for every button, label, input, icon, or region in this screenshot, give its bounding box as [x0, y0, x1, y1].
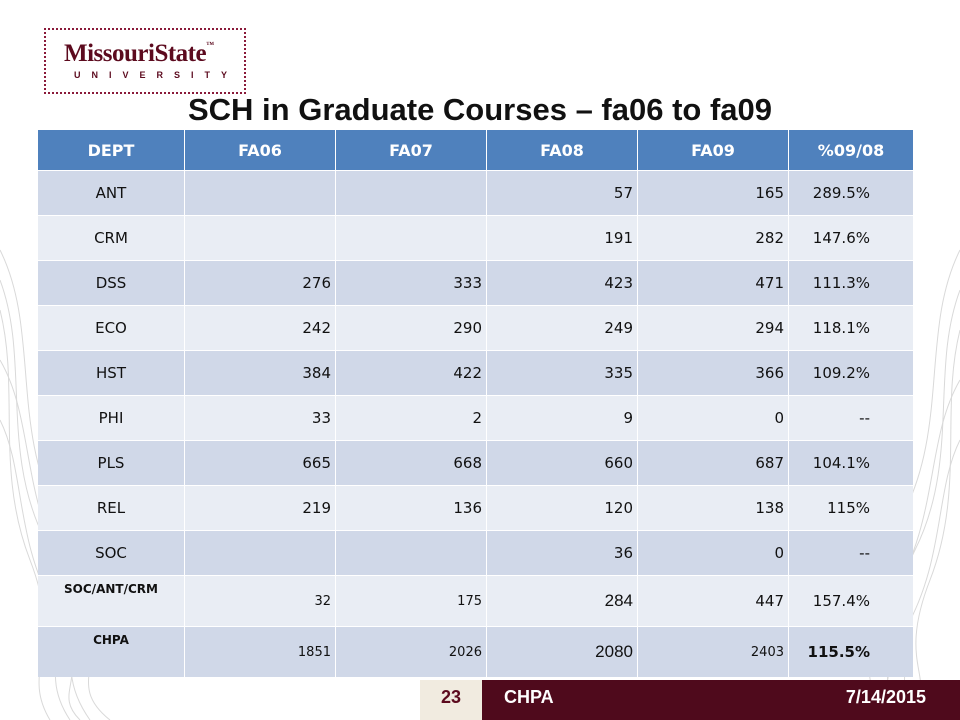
cell-pct-change: -- [788, 395, 913, 441]
cell-fa08: 9 [486, 395, 638, 441]
cell-fa09: 471 [637, 260, 789, 306]
cell-fa07: 2 [335, 395, 487, 441]
table-row: ANT 57 165 289.5% [38, 170, 913, 216]
header-fa08: FA08 [486, 130, 638, 171]
cell-fa07: 333 [335, 260, 487, 306]
header-fa06: FA06 [184, 130, 336, 171]
cell-pct-change: 118.1% [788, 305, 913, 351]
cell-fa07: 290 [335, 305, 487, 351]
cell-fa09: 0 [637, 530, 789, 576]
cell-fa09: 138 [637, 485, 789, 531]
cell-pct-change: 147.6% [788, 215, 913, 261]
cell-dept: HST [38, 350, 185, 396]
cell-fa08: 120 [486, 485, 638, 531]
cell-dept: ECO [38, 305, 185, 351]
logo-trademark: ™ [206, 40, 214, 49]
cell-fa08: 2080 [486, 626, 638, 677]
university-logo: MissouriState™ UNIVERSITY [44, 28, 246, 94]
cell-fa06: 219 [184, 485, 336, 531]
header-pct-change: %09/08 [788, 130, 913, 171]
cell-pct-change: -- [788, 530, 913, 576]
cell-pct-change: 111.3% [788, 260, 913, 306]
slide-title: SCH in Graduate Courses – fa06 to fa09 [187, 92, 773, 127]
cell-pct-change: 104.1% [788, 440, 913, 486]
table-row: REL 219 136 120 138 115% [38, 485, 913, 531]
cell-fa09: 165 [637, 170, 789, 216]
cell-pct-change: 157.4% [788, 575, 913, 627]
cell-fa07 [335, 215, 487, 261]
cell-fa08: 423 [486, 260, 638, 306]
table-header-row: DEPT FA06 FA07 FA08 FA09 %09/08 [38, 130, 913, 171]
cell-fa07: 175 [335, 575, 487, 627]
cell-pct-change: 115% [788, 485, 913, 531]
cell-fa06 [184, 530, 336, 576]
cell-fa08: 284 [486, 575, 638, 627]
cell-fa08: 57 [486, 170, 638, 216]
cell-fa09: 282 [637, 215, 789, 261]
footer-label: CHPA [504, 687, 554, 707]
footer-date: 7/14/2015 [845, 687, 926, 707]
cell-fa06: 33 [184, 395, 336, 441]
cell-fa09: 2403 [637, 626, 789, 677]
table-row: PHI 33 2 9 0 -- [38, 395, 913, 441]
sch-table: DEPT FA06 FA07 FA08 FA09 %09/08 ANT 57 1… [38, 130, 913, 677]
header-fa09: FA09 [637, 130, 789, 171]
cell-fa09: 0 [637, 395, 789, 441]
cell-fa07 [335, 530, 487, 576]
cell-pct-change: 289.5% [788, 170, 913, 216]
cell-fa09: 366 [637, 350, 789, 396]
cell-fa06: 276 [184, 260, 336, 306]
cell-fa08: 660 [486, 440, 638, 486]
header-dept: DEPT [38, 130, 185, 171]
cell-dept: SOC [38, 530, 185, 576]
table-row: ECO 242 290 249 294 118.1% [38, 305, 913, 351]
cell-fa06 [184, 215, 336, 261]
cell-fa09: 687 [637, 440, 789, 486]
table-row: PLS 665 668 660 687 104.1% [38, 440, 913, 486]
cell-fa08: 191 [486, 215, 638, 261]
table-row: HST 384 422 335 366 109.2% [38, 350, 913, 396]
cell-fa06: 665 [184, 440, 336, 486]
cell-fa06: 32 [184, 575, 336, 627]
cell-fa06 [184, 170, 336, 216]
cell-fa06: 242 [184, 305, 336, 351]
cell-fa07: 668 [335, 440, 487, 486]
cell-dept: SOC/ANT/CRM [38, 575, 185, 627]
cell-fa07: 422 [335, 350, 487, 396]
cell-fa08: 249 [486, 305, 638, 351]
cell-fa08: 36 [486, 530, 638, 576]
cell-fa07: 136 [335, 485, 487, 531]
table-row: CHPA 1851 2026 2080 2403 115.5% [38, 626, 913, 677]
logo-subtitle: UNIVERSITY [74, 70, 239, 80]
cell-pct-change: 115.5% [788, 626, 913, 677]
cell-fa07 [335, 170, 487, 216]
footer-bar: CHPA 7/14/2015 [482, 680, 960, 720]
cell-dept: ANT [38, 170, 185, 216]
logo-wordmark: MissouriState™ [64, 40, 214, 67]
cell-fa08: 335 [486, 350, 638, 396]
cell-dept: CRM [38, 215, 185, 261]
cell-fa06: 384 [184, 350, 336, 396]
cell-dept: REL [38, 485, 185, 531]
slide-number: 23 [420, 680, 482, 720]
cell-fa09: 447 [637, 575, 789, 627]
table-row: DSS 276 333 423 471 111.3% [38, 260, 913, 306]
cell-dept: DSS [38, 260, 185, 306]
cell-fa07: 2026 [335, 626, 487, 677]
table-row: SOC/ANT/CRM 32 175 284 447 157.4% [38, 575, 913, 627]
table-row: SOC 36 0 -- [38, 530, 913, 576]
cell-dept: PLS [38, 440, 185, 486]
cell-dept: PHI [38, 395, 185, 441]
table-row: CRM 191 282 147.6% [38, 215, 913, 261]
header-fa07: FA07 [335, 130, 487, 171]
cell-fa09: 294 [637, 305, 789, 351]
cell-dept: CHPA [38, 626, 185, 677]
cell-fa06: 1851 [184, 626, 336, 677]
cell-pct-change: 109.2% [788, 350, 913, 396]
